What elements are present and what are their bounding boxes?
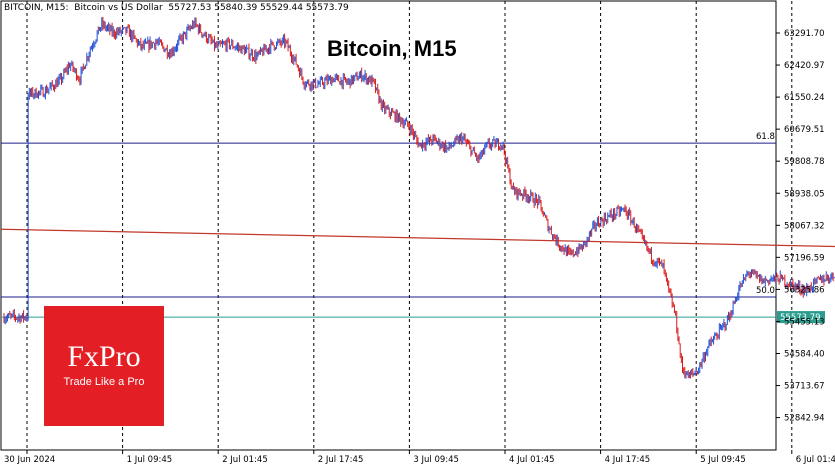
chart-overlays: 61.8 50.0 55573.79	[0, 132, 835, 324]
time-tick-label: 30 Jun 2024	[4, 455, 55, 465]
price-tick-label: 63291.70	[784, 29, 825, 39]
fib-level-label: 61.8	[756, 132, 775, 142]
price-axis: 63291.70 62420.97 61550.24 60679.51 59808.78…	[776, 29, 825, 424]
trend-line	[0, 228, 835, 248]
price-tick-label: 60679.51	[784, 125, 825, 135]
price-tick-label: 52842.94	[784, 414, 825, 424]
time-axis: 30 Jun 2024 1 Jul 09:45 2 Jul 01:45 2 Jul 1…	[4, 450, 835, 465]
current-price-label: 55573.79	[780, 313, 821, 323]
price-tick-label: 58938.05	[784, 189, 825, 199]
price-tick-label: 56325.86	[784, 285, 825, 295]
time-tick-label: 5 Jul 09:45	[700, 455, 746, 465]
fxpro-logo: FxPro Trade Like a Pro	[44, 306, 164, 426]
price-tick-label: 54584.40	[784, 350, 825, 360]
ohlc-values: 55727.53 55840.39 55529.44 55573.79	[168, 3, 349, 13]
fib-level-label: 50.0	[756, 286, 775, 296]
price-tick-label: 59808.78	[784, 157, 825, 167]
candlestick-series	[3, 16, 835, 379]
time-tick-label: 2 Jul 01:45	[222, 455, 268, 465]
chart-title: Bitcoin, M15	[327, 36, 457, 61]
time-tick-label: 6 Jul 01:45	[796, 455, 835, 465]
time-tick-label: 4 Jul 17:45	[605, 455, 651, 465]
logo-tagline: Trade Like a Pro	[63, 376, 145, 388]
time-tick-label: 3 Jul 09:45	[413, 455, 459, 465]
price-tick-label: 62420.97	[784, 61, 825, 71]
price-tick-label: 53713.67	[784, 382, 825, 392]
price-tick-label: 58067.32	[784, 221, 825, 231]
symbol-description: Bitcoin vs US Dollar	[74, 3, 163, 13]
chart-header: BITCOIN, M15: Bitcoin vs US Dollar 55727…	[4, 3, 349, 13]
chart-grid	[0, 0, 793, 451]
current-price-badge	[777, 311, 825, 324]
time-tick-label: 2 Jul 17:45	[318, 455, 364, 465]
price-tick-label: 61550.24	[784, 93, 825, 103]
price-tick-label: 55455.13	[784, 317, 825, 327]
time-tick-label: 4 Jul 01:45	[509, 455, 555, 465]
logo-brand: FxPro	[67, 340, 141, 373]
price-tick-label: 57196.59	[784, 253, 825, 263]
symbol-label: BITCOIN, M15:	[4, 3, 69, 13]
time-tick-label: 1 Jul 09:45	[127, 455, 173, 465]
